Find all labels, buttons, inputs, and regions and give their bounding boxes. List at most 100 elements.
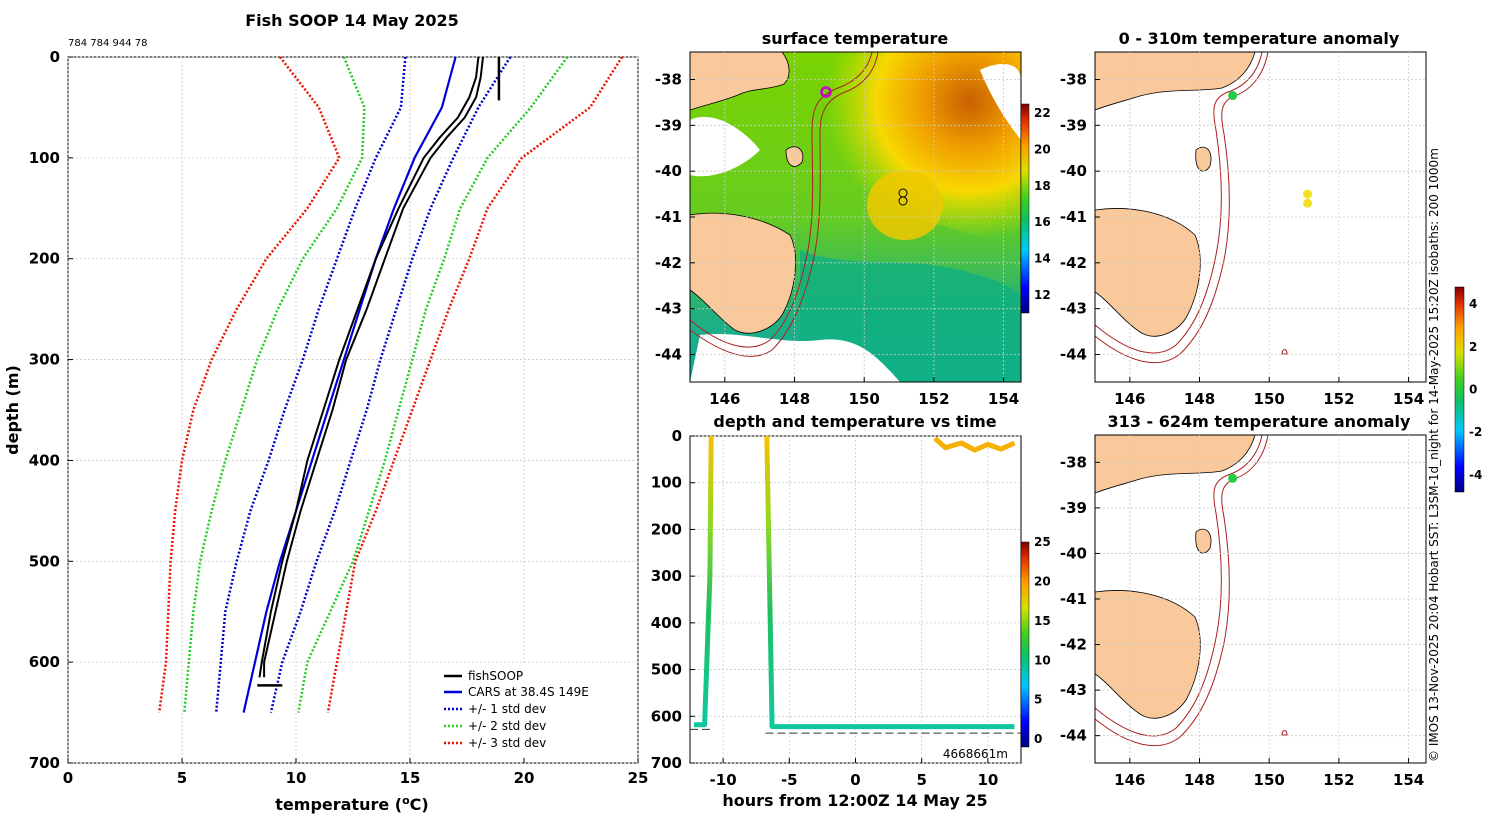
- x-tick-label: 146: [1114, 390, 1145, 408]
- anomaly-colorbar-label: -2: [1469, 425, 1482, 439]
- x-tick-label: 152: [918, 390, 949, 408]
- anomaly-deep-map: [1095, 435, 1426, 763]
- anomaly-shallow-tasmania: [1095, 208, 1201, 337]
- x-tick-label: 154: [1393, 390, 1424, 408]
- y-tick-label: 200: [29, 250, 60, 268]
- y-tick-label: -41: [1060, 590, 1087, 608]
- y-tick-label: -38: [1060, 453, 1087, 471]
- timeseries-series: [690, 435, 1021, 734]
- timeseries-x-label: hours from 12:00Z 14 May 25: [722, 791, 987, 810]
- anomaly-colorbar-label: 0: [1469, 383, 1477, 397]
- y-tick-label: 300: [29, 351, 60, 369]
- anomaly-shallow-gridlines: [1095, 52, 1426, 382]
- y-tick-label: 500: [651, 661, 682, 679]
- x-tick-label: 150: [1254, 390, 1285, 408]
- x-tick-label: 0: [850, 771, 860, 789]
- series-sd2-high: [297, 56, 569, 713]
- timeseries-annotation: 4668661m: [943, 747, 1008, 761]
- anomaly-deep-panel: 313 - 624m temperature anomaly 146 148 150…: [1060, 286, 1482, 789]
- sst-colorbar-label: 14: [1034, 251, 1051, 265]
- timeseries-title: depth and temperature vs time: [713, 412, 996, 431]
- x-tick-label: 10: [977, 771, 998, 789]
- imos-credit-note: © IMOS 13-Nov-2025 20:04 Hobart SST: L3S…: [1427, 148, 1441, 762]
- anomaly-shallow-mainland: [1095, 52, 1256, 111]
- sst-colorbar-label: 18: [1034, 179, 1051, 193]
- anomaly-deep-tasmania: [1095, 590, 1201, 719]
- timeseries-panel: depth and temperature vs time -10 -5 0 5 10 …: [651, 412, 1051, 810]
- x-tick-label: 148: [1184, 771, 1215, 789]
- surface-trace: [933, 436, 1016, 453]
- x-tick-label: 5: [916, 771, 926, 789]
- anomaly-colorbar-ticks: -4 -2 0 2 4: [1469, 297, 1482, 482]
- sst-field: [690, 52, 1021, 382]
- y-tick-label: -42: [1060, 636, 1087, 654]
- series-sd2-low: [183, 56, 366, 713]
- y-tick-label: 400: [29, 451, 60, 469]
- cast-trace-2: [764, 435, 1015, 730]
- anomaly-shallow-panel: 0 - 310m temperature anomaly 146 148 150 15…: [1060, 29, 1427, 408]
- timeseries-gridlines: [690, 435, 1021, 764]
- profile-legend: fishSOOP CARS at 38.4S 149E +/- 1 std de…: [438, 664, 634, 758]
- x-tick-label: 146: [1114, 771, 1145, 789]
- x-tick-label: -10: [710, 771, 737, 789]
- x-tick-label: 154: [1393, 771, 1424, 789]
- sst-x-ticks: 146 148 150 152 154: [709, 377, 1019, 408]
- series-sd3-high: [326, 56, 624, 713]
- timeseries-colorbar-label: 25: [1034, 535, 1051, 549]
- anomaly-deep-gridlines: [1095, 435, 1426, 763]
- profile-y-label: depth (m): [3, 365, 22, 455]
- y-tick-label: -43: [1060, 681, 1087, 699]
- anomaly-shallow-title: 0 - 310m temperature anomaly: [1119, 29, 1400, 48]
- anomaly-deep-title: 313 - 624m temperature anomaly: [1108, 412, 1411, 431]
- y-tick-label: 600: [651, 707, 682, 725]
- y-tick-label: -42: [655, 254, 682, 272]
- sst-mainland: [690, 52, 790, 111]
- sst-tasmania: [690, 212, 796, 334]
- anomaly-point: [1228, 473, 1238, 483]
- sst-float-marker-2: [898, 196, 908, 206]
- legend-sd3: +/- 3 std dev: [468, 736, 546, 750]
- y-tick-label: -43: [1060, 300, 1087, 318]
- sst-gridlines: [690, 52, 1021, 382]
- anomaly-shallow-points: [1228, 91, 1313, 208]
- timeseries-colorbar-label: 10: [1034, 653, 1051, 667]
- legend-cars: CARS at 38.4S 149E: [468, 685, 589, 699]
- anomaly-colorbar-label: 2: [1469, 340, 1477, 354]
- y-tick-label: -39: [1060, 499, 1087, 517]
- y-tick-label: -44: [1060, 727, 1087, 745]
- x-tick-label: 152: [1323, 771, 1354, 789]
- y-tick-label: -41: [655, 208, 682, 226]
- sst-colorbar: [1020, 103, 1030, 314]
- y-tick-label: 600: [29, 653, 60, 671]
- x-tick-label: 148: [1184, 390, 1215, 408]
- profile-series: [157, 56, 624, 713]
- y-tick-label: -38: [1060, 71, 1087, 89]
- y-tick-label: -40: [655, 162, 682, 180]
- x-tick-label: 152: [1323, 390, 1354, 408]
- y-tick-label: -41: [1060, 208, 1087, 226]
- anomaly-deep-seamount: [1281, 730, 1288, 736]
- y-tick-label: 100: [651, 474, 682, 492]
- series-sd3-low: [157, 56, 341, 713]
- y-tick-label: 700: [651, 754, 682, 772]
- x-tick-label: 15: [400, 769, 421, 787]
- x-tick-label: 5: [177, 769, 187, 787]
- y-tick-label: 400: [651, 614, 682, 632]
- anomaly-shallow-seamount: [1281, 349, 1288, 355]
- anomaly-shallow-x-ticks: 146 148 150 152 154: [1114, 377, 1424, 408]
- timeseries-colorbar-label: 20: [1034, 574, 1051, 588]
- x-tick-label: 148: [779, 390, 810, 408]
- sst-colorbar-label: 22: [1034, 106, 1051, 120]
- x-tick-label: 25: [628, 769, 649, 787]
- timeseries-colorbar-ticks: 0 5 10 15 20 25: [1034, 535, 1051, 746]
- y-tick-label: -44: [1060, 346, 1087, 364]
- x-tick-label: -5: [781, 771, 798, 789]
- anomaly-deep-points: [1228, 473, 1238, 483]
- y-tick-label: -44: [655, 346, 682, 364]
- anomaly-shallow-y-ticks: -38 -39 -40 -41 -42 -43 -44: [1060, 71, 1100, 364]
- sst-colorbar-label: 12: [1034, 288, 1051, 302]
- y-tick-label: -39: [1060, 116, 1087, 134]
- y-tick-label: -38: [655, 71, 682, 89]
- legend-box: [438, 664, 634, 758]
- sst-y-ticks: -38 -39 -40 -41 -42 -43 -44: [655, 71, 695, 364]
